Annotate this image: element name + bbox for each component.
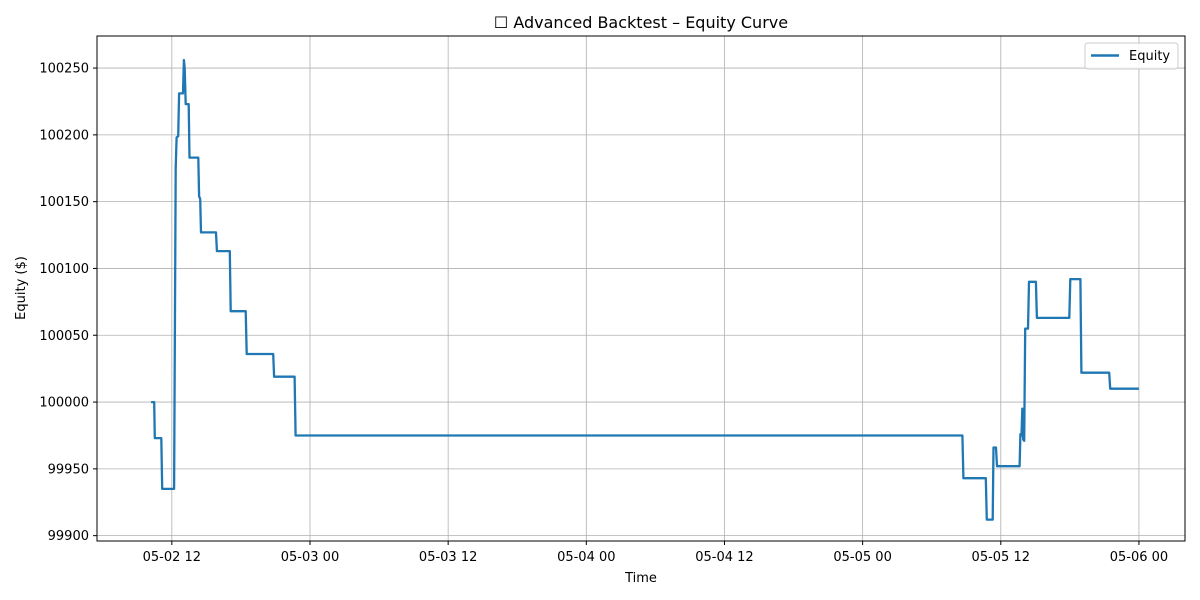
x-axis-ticks: 05-02 12 05-03 00 05-03 12 05-04 00 05-04 12…: [143, 541, 1168, 565]
x-tick-label: 05-04 00: [557, 550, 615, 565]
grid-lines: [97, 36, 1185, 541]
x-axis-title: Time: [624, 571, 657, 586]
x-tick-label: 05-02 12: [143, 550, 201, 565]
x-tick-label: 05-05 12: [972, 550, 1030, 565]
chart-title: ☐ Advanced Backtest – Equity Curve: [494, 13, 788, 32]
series-lines: [151, 58, 1139, 521]
y-tick-label: 100000: [39, 396, 89, 411]
x-tick-label: 05-04 12: [695, 550, 753, 565]
y-tick-label: 99900: [48, 529, 89, 544]
legend: Equity: [1084, 42, 1179, 70]
y-tick-label: 100100: [39, 262, 89, 277]
legend-box: [1084, 42, 1179, 70]
x-tick-label: 05-03 00: [281, 550, 339, 565]
y-axis-title: Equity ($): [14, 256, 29, 320]
y-tick-label: 100050: [39, 329, 89, 344]
y-tick-label: 100200: [39, 128, 89, 143]
plot-frame: [96, 35, 1186, 542]
equity-line: [151, 58, 1139, 521]
y-tick-label: 99950: [48, 462, 89, 477]
y-axis-ticks: 99900 99950 100000 100050 100100 100150 100200…: [39, 62, 97, 544]
y-tick-label: 100150: [39, 195, 89, 210]
y-tick-label: 100250: [39, 62, 89, 77]
legend-label: Equity: [1129, 49, 1170, 64]
x-tick-label: 05-06 00: [1110, 550, 1168, 565]
x-tick-label: 05-03 12: [419, 550, 477, 565]
x-tick-label: 05-05 00: [833, 550, 891, 565]
